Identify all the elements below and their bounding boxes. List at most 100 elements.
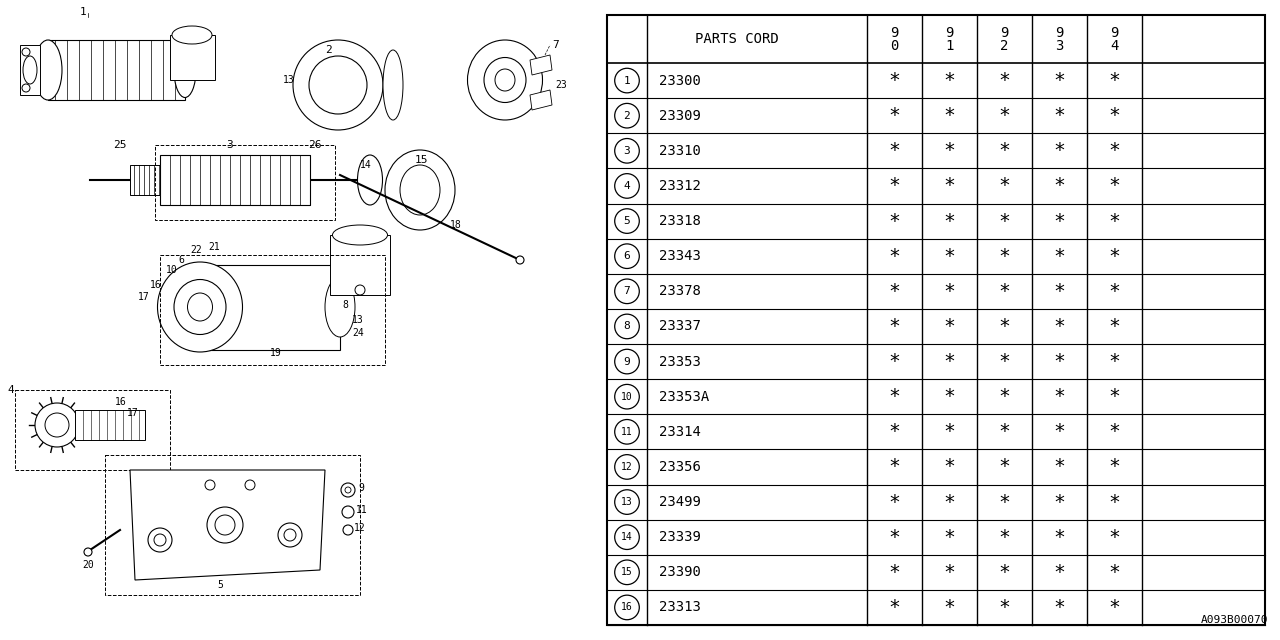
Text: 23499: 23499 bbox=[659, 495, 701, 509]
Polygon shape bbox=[170, 35, 215, 80]
Text: *: * bbox=[998, 598, 1010, 617]
Text: *: * bbox=[998, 71, 1010, 90]
Text: *: * bbox=[1108, 493, 1120, 511]
Text: 4: 4 bbox=[6, 385, 14, 395]
Text: *: * bbox=[1053, 563, 1065, 582]
Text: *: * bbox=[943, 458, 955, 476]
Text: 8: 8 bbox=[623, 321, 630, 332]
Polygon shape bbox=[76, 410, 145, 440]
Circle shape bbox=[35, 403, 79, 447]
Text: *: * bbox=[1108, 352, 1120, 371]
Text: 13: 13 bbox=[621, 497, 632, 507]
Text: 23313: 23313 bbox=[659, 600, 701, 614]
Ellipse shape bbox=[174, 280, 227, 335]
Text: 9: 9 bbox=[358, 483, 364, 493]
Text: *: * bbox=[1053, 387, 1065, 406]
Text: 2: 2 bbox=[325, 45, 332, 55]
Circle shape bbox=[343, 525, 353, 535]
Text: *: * bbox=[1108, 106, 1120, 125]
Text: 9: 9 bbox=[1000, 26, 1009, 40]
Text: *: * bbox=[888, 352, 900, 371]
Text: 23318: 23318 bbox=[659, 214, 701, 228]
Circle shape bbox=[207, 507, 243, 543]
Text: *: * bbox=[943, 352, 955, 371]
Text: *: * bbox=[1108, 598, 1120, 617]
Text: *: * bbox=[943, 71, 955, 90]
Text: *: * bbox=[888, 177, 900, 195]
Text: *: * bbox=[998, 387, 1010, 406]
Circle shape bbox=[154, 534, 166, 546]
Ellipse shape bbox=[325, 277, 355, 337]
Text: *: * bbox=[1108, 246, 1120, 266]
Text: 23378: 23378 bbox=[659, 284, 701, 298]
Circle shape bbox=[205, 480, 215, 490]
Text: 23300: 23300 bbox=[659, 74, 701, 88]
Text: 15: 15 bbox=[621, 567, 632, 577]
Text: 14: 14 bbox=[360, 160, 371, 170]
Text: 10: 10 bbox=[621, 392, 632, 402]
Text: 5: 5 bbox=[218, 580, 223, 590]
Text: 23356: 23356 bbox=[659, 460, 701, 474]
Text: *: * bbox=[1053, 493, 1065, 511]
Circle shape bbox=[22, 48, 29, 56]
Text: 17: 17 bbox=[138, 292, 150, 302]
Text: 3: 3 bbox=[227, 140, 233, 150]
Text: 9: 9 bbox=[1110, 26, 1119, 40]
Text: *: * bbox=[998, 317, 1010, 336]
Polygon shape bbox=[131, 470, 325, 580]
Text: *: * bbox=[1053, 212, 1065, 230]
Polygon shape bbox=[530, 55, 552, 75]
Text: *: * bbox=[1053, 282, 1065, 301]
Circle shape bbox=[148, 528, 172, 552]
Text: 9: 9 bbox=[1055, 26, 1064, 40]
Text: 18: 18 bbox=[451, 220, 462, 230]
Text: *: * bbox=[888, 563, 900, 582]
Text: *: * bbox=[1108, 528, 1120, 547]
Text: 7: 7 bbox=[623, 286, 630, 296]
Text: 23339: 23339 bbox=[659, 530, 701, 544]
Text: *: * bbox=[943, 422, 955, 442]
Text: *: * bbox=[943, 563, 955, 582]
Text: *: * bbox=[943, 177, 955, 195]
Text: *: * bbox=[888, 528, 900, 547]
Text: 14: 14 bbox=[621, 532, 632, 542]
Text: *: * bbox=[888, 387, 900, 406]
Circle shape bbox=[278, 523, 302, 547]
Circle shape bbox=[284, 529, 296, 541]
Text: 0: 0 bbox=[891, 39, 899, 53]
Circle shape bbox=[355, 285, 365, 295]
Text: 10: 10 bbox=[166, 265, 178, 275]
Ellipse shape bbox=[157, 262, 242, 352]
Text: 9: 9 bbox=[623, 356, 630, 367]
Ellipse shape bbox=[293, 40, 383, 130]
Text: *: * bbox=[1053, 106, 1065, 125]
Polygon shape bbox=[49, 40, 186, 100]
Text: 16: 16 bbox=[115, 397, 127, 407]
Text: *: * bbox=[998, 106, 1010, 125]
Text: *: * bbox=[1053, 141, 1065, 160]
Polygon shape bbox=[160, 155, 310, 205]
Text: 23390: 23390 bbox=[659, 565, 701, 579]
Text: *: * bbox=[943, 493, 955, 511]
Text: 1: 1 bbox=[623, 76, 630, 86]
Text: 2: 2 bbox=[623, 111, 630, 121]
Circle shape bbox=[45, 413, 69, 437]
Text: A093B00070: A093B00070 bbox=[1201, 615, 1268, 625]
Circle shape bbox=[84, 548, 92, 556]
Text: 15: 15 bbox=[415, 155, 429, 165]
Text: 6: 6 bbox=[178, 255, 184, 265]
Text: 23337: 23337 bbox=[659, 319, 701, 333]
Text: 23353: 23353 bbox=[659, 355, 701, 369]
Circle shape bbox=[340, 483, 355, 497]
Text: 23353A: 23353A bbox=[659, 390, 709, 404]
Text: *: * bbox=[888, 71, 900, 90]
Bar bbox=[607, 15, 1265, 625]
Ellipse shape bbox=[333, 225, 388, 245]
Text: *: * bbox=[998, 246, 1010, 266]
Text: *: * bbox=[943, 317, 955, 336]
Text: 4: 4 bbox=[623, 181, 630, 191]
Text: *: * bbox=[1108, 563, 1120, 582]
Ellipse shape bbox=[357, 155, 383, 205]
Text: *: * bbox=[998, 493, 1010, 511]
Text: *: * bbox=[943, 598, 955, 617]
